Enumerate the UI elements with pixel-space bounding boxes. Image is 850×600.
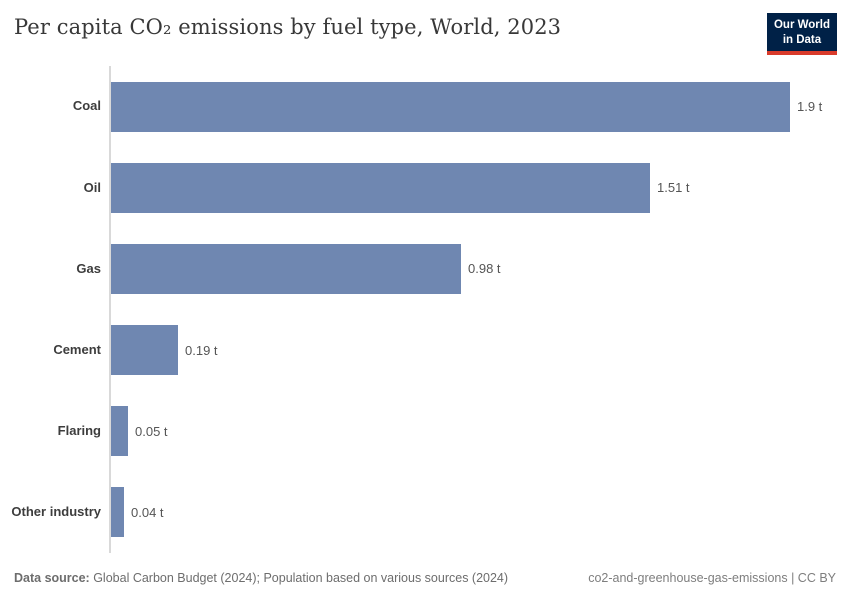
- y-axis-line: [109, 66, 111, 553]
- bar-track: 0.98 t: [110, 243, 850, 294]
- bar-flaring[interactable]: [110, 406, 128, 457]
- bar-track: 1.51 t: [110, 162, 850, 213]
- value-label: 0.19 t: [185, 342, 218, 358]
- category-label: Oil: [83, 179, 101, 195]
- owid-logo-line2: in Data: [782, 34, 822, 47]
- bar-coal[interactable]: [110, 81, 790, 132]
- bar-oil[interactable]: [110, 162, 650, 213]
- data-source-text: Global Carbon Budget (2024); Population …: [89, 571, 509, 585]
- bar-other-industry[interactable]: [110, 487, 124, 538]
- category-label: Coal: [72, 98, 101, 114]
- category-label: Gas: [76, 260, 101, 276]
- license-note: co2-and-greenhouse-gas-emissions | CC BY: [588, 571, 836, 585]
- bar-row: Other industry 0.04 t: [0, 472, 850, 553]
- owid-logo[interactable]: Our World in Data: [766, 13, 837, 56]
- bar-row: Oil 1.51 t: [0, 147, 850, 228]
- value-label: 0.04 t: [131, 504, 164, 520]
- owid-logo-line1: Our World: [773, 19, 830, 31]
- bar-track: 0.19 t: [110, 325, 850, 376]
- bar-track: 0.05 t: [110, 406, 850, 457]
- bar-row: Gas 0.98 t: [0, 228, 850, 309]
- bar-row: Coal 1.9 t: [0, 66, 850, 147]
- data-source-label: Data source:: [14, 571, 90, 585]
- data-source-note: Data source: Global Carbon Budget (2024)…: [14, 571, 508, 585]
- value-label: 1.51 t: [657, 180, 690, 196]
- bar-track: 0.04 t: [110, 487, 850, 538]
- bar-track: 1.9 t: [110, 81, 850, 132]
- category-label: Cement: [53, 341, 101, 357]
- bar-gas[interactable]: [110, 243, 461, 294]
- bar-rows: Coal 1.9 t Oil 1.51 t Gas 0.98 t Cement 0.19 t F…: [0, 66, 850, 553]
- bar-row: Cement 0.19 t: [0, 310, 850, 391]
- bar-cement[interactable]: [110, 325, 178, 376]
- value-label: 0.98 t: [468, 261, 501, 277]
- bar-chart: Coal 1.9 t Oil 1.51 t Gas 0.98 t Cement 0.19 t F…: [0, 66, 850, 553]
- bar-row: Flaring 0.05 t: [0, 391, 850, 472]
- chart-footer: Data source: Global Carbon Budget (2024)…: [14, 571, 836, 585]
- category-label: Other industry: [11, 504, 101, 520]
- value-label: 1.9 t: [797, 99, 823, 115]
- category-label: Flaring: [57, 423, 101, 439]
- chart-title: Per capita CO₂ emissions by fuel type, W…: [14, 15, 562, 39]
- value-label: 0.05 t: [135, 423, 168, 439]
